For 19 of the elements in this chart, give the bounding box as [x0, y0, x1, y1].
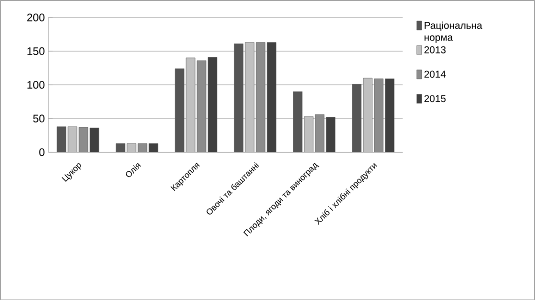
bar [363, 78, 372, 152]
legend-label: 2015 [424, 94, 446, 102]
bar [90, 128, 100, 152]
bar [234, 43, 244, 152]
legend-label: Раціональна норма [424, 21, 482, 43]
legend-label: 2014 [424, 70, 446, 78]
bar [326, 116, 336, 152]
y-tick-label: 150 [27, 47, 44, 55]
y-tick-label: 0 [39, 148, 44, 156]
bar [244, 42, 254, 152]
bar [293, 91, 302, 152]
y-tick-label: 200 [27, 13, 44, 22]
y-tick-label: 100 [27, 80, 44, 88]
y-tick-label: 50 [33, 114, 44, 122]
bar [352, 84, 362, 152]
bar [384, 78, 394, 152]
bar [174, 68, 184, 152]
legend-label: 2013 [424, 46, 446, 54]
bar [304, 116, 314, 152]
